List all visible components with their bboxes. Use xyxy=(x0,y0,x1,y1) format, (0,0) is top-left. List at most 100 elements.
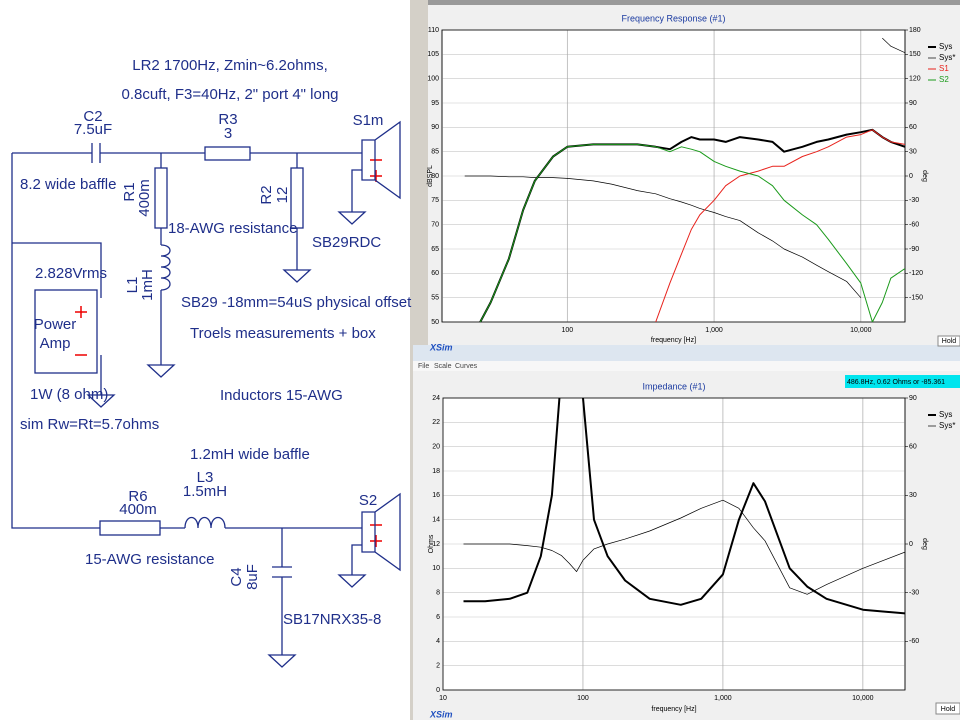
y-tick-label: 95 xyxy=(431,100,439,107)
label: SB17NRX35-8 xyxy=(283,611,381,628)
ground xyxy=(86,394,116,408)
x-axis-label: frequency [Hz] xyxy=(651,706,696,713)
label: L1 xyxy=(124,277,141,294)
y-tick-label: 85 xyxy=(431,149,439,156)
label: S2 xyxy=(359,492,377,509)
plot-lines xyxy=(464,37,905,322)
label: 1mH xyxy=(139,269,156,301)
inductor xyxy=(184,516,226,529)
legend-label: S1 xyxy=(939,64,949,73)
x-tick-label: 10 xyxy=(439,695,447,702)
label: 2.828Vrms xyxy=(35,265,107,282)
menu-item[interactable]: Curves xyxy=(455,363,478,370)
legend-label: Sys* xyxy=(939,421,955,430)
y-tick-label: 8 xyxy=(436,590,440,597)
series-line xyxy=(463,398,905,615)
y2-tick-label: -120 xyxy=(909,270,923,277)
y-axis-label: dBSPL xyxy=(427,165,434,187)
y-tick-label: 60 xyxy=(431,270,439,277)
label: Amp xyxy=(40,335,71,352)
y-tick-label: 80 xyxy=(431,173,439,180)
y-tick-label: 55 xyxy=(431,295,439,302)
series-line xyxy=(479,143,905,322)
menu-bar xyxy=(413,361,960,371)
label: 18-AWG resistance xyxy=(168,220,298,237)
hold-button-label[interactable]: Hold xyxy=(941,706,956,713)
speaker xyxy=(361,492,401,572)
y2-tick-label: -60 xyxy=(909,638,919,645)
y2-axis-label: deg xyxy=(921,538,928,550)
y2-tick-label: -150 xyxy=(909,295,923,302)
charts: Frequency Response (#1) frequency [Hz] dBS… xyxy=(427,13,956,712)
y-tick-label: 14 xyxy=(432,517,440,524)
hold-button[interactable] xyxy=(935,702,960,715)
y2-tick-label: 30 xyxy=(909,149,917,156)
resistor xyxy=(154,167,168,229)
label: 400m xyxy=(119,501,157,518)
menu-item[interactable]: Scale xyxy=(434,363,452,370)
label: R3 xyxy=(218,111,237,128)
label: 8uF xyxy=(244,564,261,590)
label: 1.2mH wide baffle xyxy=(190,446,310,463)
y2-tick-label: 60 xyxy=(909,124,917,131)
label: C4 xyxy=(228,567,245,586)
y2-tick-label: -30 xyxy=(909,590,919,597)
y2-tick-label: 90 xyxy=(909,100,917,107)
wire xyxy=(11,152,362,655)
label: R2 xyxy=(258,185,275,204)
y-tick-label: 12 xyxy=(432,541,440,548)
label: 7.5uF xyxy=(74,121,112,138)
y-tick-label: 50 xyxy=(431,319,439,326)
ground xyxy=(337,574,367,588)
y-tick-label: 105 xyxy=(427,51,439,58)
label: R1 xyxy=(121,182,138,201)
legend-label: Sys xyxy=(939,410,952,419)
x-tick-label: 100 xyxy=(561,327,573,334)
y-axis-label: Ohms xyxy=(428,534,435,553)
app-logo: XSim xyxy=(429,342,453,352)
label: L3 xyxy=(197,469,214,486)
x-tick-label: 1,000 xyxy=(714,695,732,702)
title-bar xyxy=(413,345,960,361)
y2-tick-label: -60 xyxy=(909,222,919,229)
schematic-subtitle: 0.8cuft, F3=40Hz, 2" port 4" long xyxy=(121,86,338,103)
label: sim Rw=Rt=5.7ohms xyxy=(20,416,159,433)
menu-item[interactable]: File xyxy=(418,363,429,370)
y-tick-label: 16 xyxy=(432,492,440,499)
schematic-title: LR2 1700Hz, Zmin~6.2ohms, xyxy=(132,57,328,74)
label: C2 xyxy=(83,108,102,125)
y-tick-label: 70 xyxy=(431,222,439,229)
plot-frame xyxy=(442,397,906,691)
y2-tick-label: -90 xyxy=(909,246,919,253)
hold-button-label[interactable]: Hold xyxy=(942,338,957,345)
resistor xyxy=(99,520,161,536)
y-tick-label: 10 xyxy=(432,565,440,572)
y-tick-label: 90 xyxy=(431,124,439,131)
y-tick-label: 65 xyxy=(431,246,439,253)
series-line xyxy=(463,499,905,595)
ground xyxy=(337,211,367,225)
y-tick-label: 4 xyxy=(436,638,440,645)
label: Inductors 15-AWG xyxy=(220,387,343,404)
inductor xyxy=(160,244,171,291)
hold-button[interactable] xyxy=(937,335,960,347)
y2-tick-label: 60 xyxy=(909,444,917,451)
y-tick-label: 100 xyxy=(427,76,439,83)
x-axis-label: frequency [Hz] xyxy=(651,337,696,344)
y-tick-label: 24 xyxy=(432,395,440,402)
label: Power xyxy=(34,316,77,333)
chart-title: Impedance (#1) xyxy=(642,381,705,391)
legend-label: Sys* xyxy=(939,53,955,62)
y-tick-label: 22 xyxy=(432,419,440,426)
ground xyxy=(267,654,297,668)
schematic: LR2 1700Hz, Zmin~6.2ohms, 0.8cuft, F3=40… xyxy=(11,57,412,668)
label: Troels measurements + box xyxy=(190,325,376,342)
label: S1m xyxy=(353,112,384,129)
y-tick-label: 20 xyxy=(432,444,440,451)
y2-axis-label: deg xyxy=(921,170,928,182)
series-line xyxy=(655,129,905,322)
label: 15-AWG resistance xyxy=(85,551,215,568)
y2-tick-label: 150 xyxy=(909,51,921,58)
capacitor xyxy=(91,143,292,578)
y2-tick-label: 180 xyxy=(909,27,921,34)
